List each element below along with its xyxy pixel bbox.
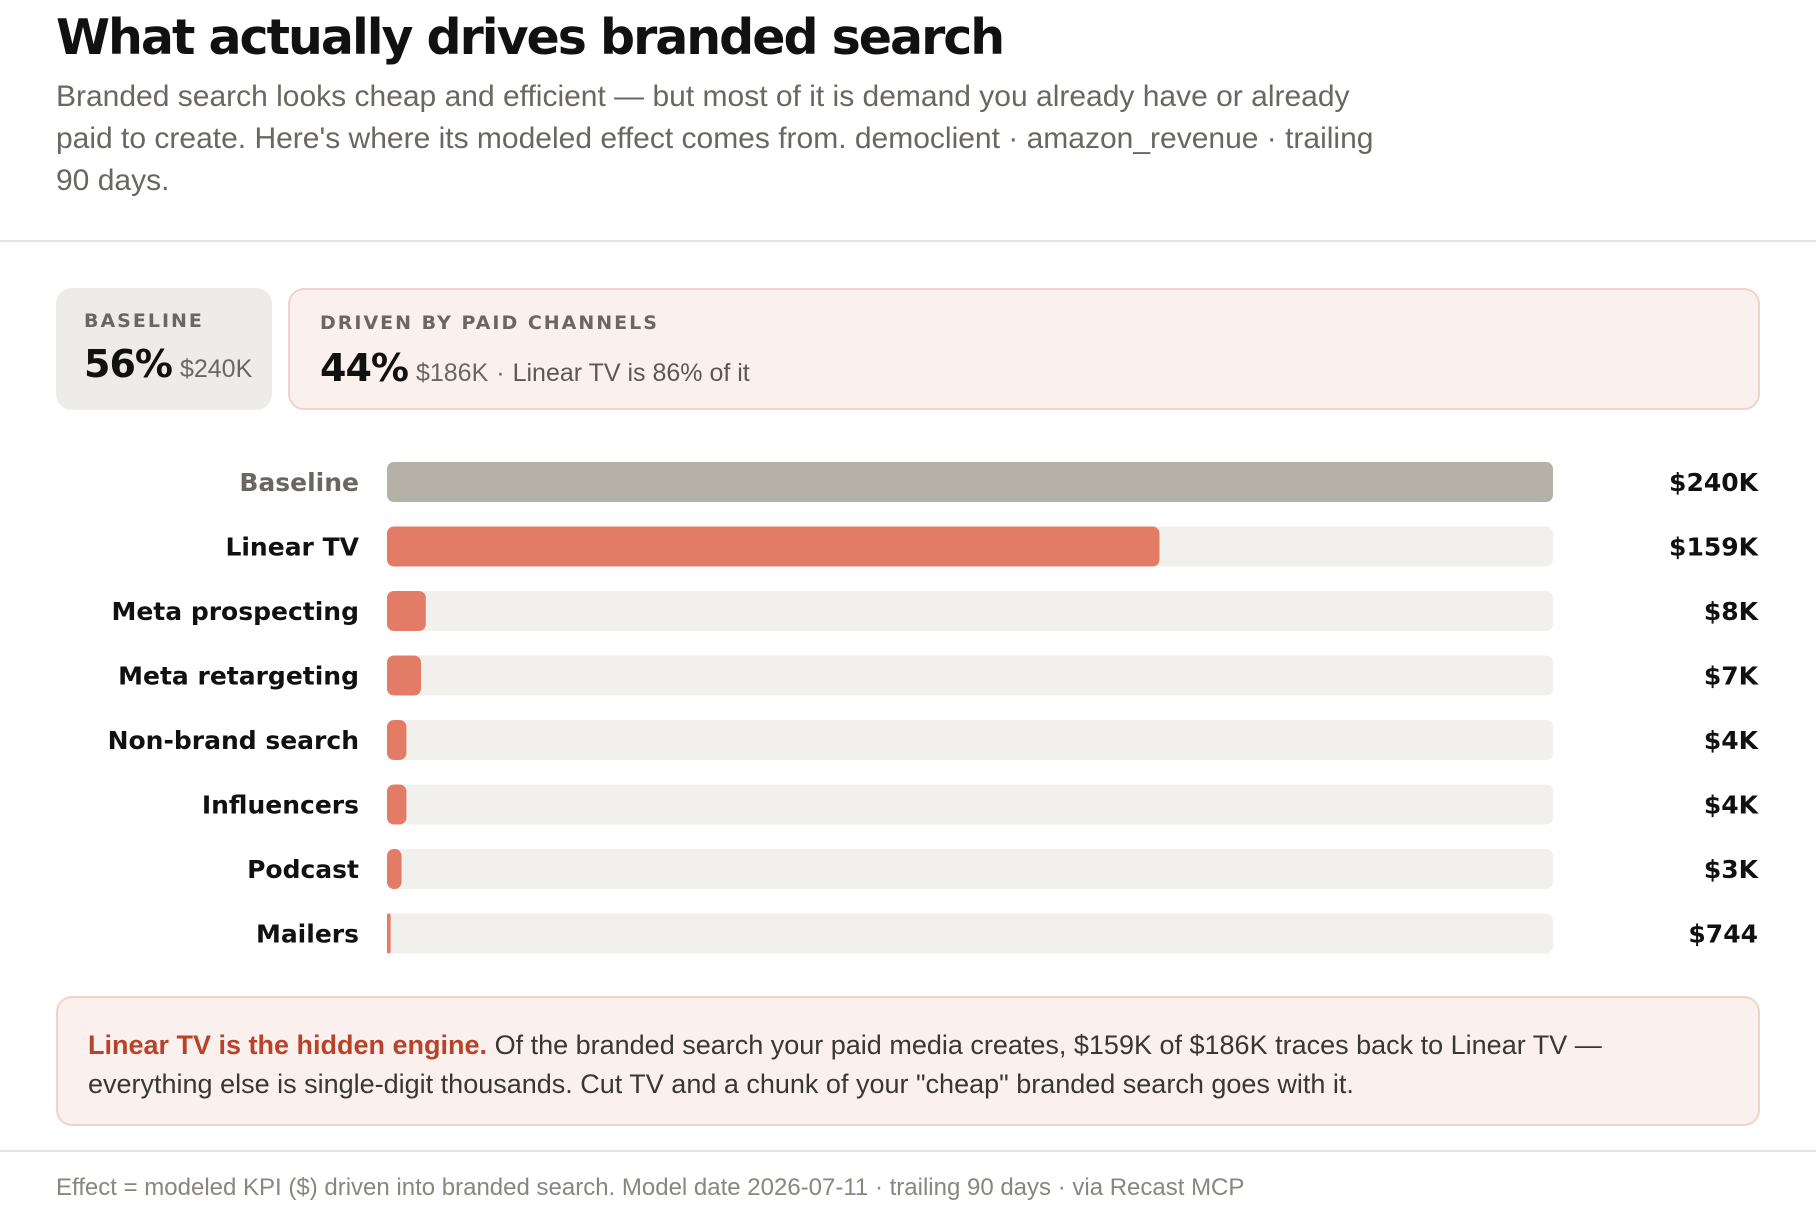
bar-non-brand-search	[387, 720, 407, 760]
category-label-podcast: Podcast	[247, 855, 359, 884]
header-divider	[0, 240, 1816, 242]
bar-influencers	[387, 784, 407, 825]
category-label-baseline: Baseline	[239, 468, 359, 497]
bar-podcast	[387, 849, 402, 889]
page-subtitle: Branded search looks cheap and efficient…	[56, 80, 1374, 197]
bar-meta-prospecting	[387, 591, 426, 631]
value-label-baseline: $240K	[1669, 468, 1760, 497]
category-label-linear-tv: Linear TV	[225, 533, 359, 562]
paid-note: Linear TV is 86% of it	[512, 359, 750, 387]
bar-track-meta-retargeting	[387, 655, 1553, 696]
paid-card-values: 44% $186K · Linear TV is 86% of it	[320, 346, 750, 390]
category-label-meta-prospecting: Meta prospecting	[111, 597, 359, 626]
value-label-meta-retargeting: $7K	[1704, 662, 1760, 691]
paid-channels-card: DRIVEN BY PAID CHANNELS 44% $186K · Linear …	[288, 288, 1760, 410]
value-label-non-brand-search: $4K	[1704, 726, 1760, 755]
callout-text: Of the branded search your paid media cr…	[88, 1030, 1602, 1099]
paid-card-label: DRIVEN BY PAID CHANNELS	[320, 312, 659, 334]
category-label-mailers: Mailers	[256, 920, 359, 949]
paid-amount: $186K	[415, 359, 489, 387]
bar-mailers	[387, 913, 391, 954]
baseline-pct: 56%	[84, 342, 173, 386]
bar-linear-tv	[387, 526, 1160, 567]
bar-meta-retargeting	[387, 655, 422, 696]
paid-pct: 44%	[320, 346, 409, 390]
bar-track-podcast	[387, 849, 1553, 889]
bar-track-meta-prospecting	[387, 591, 1553, 631]
category-label-meta-retargeting: Meta retargeting	[118, 662, 359, 691]
footer-divider	[0, 1150, 1816, 1152]
callout-headline: Linear TV is the hidden engine.	[88, 1030, 488, 1060]
footer-note: Effect = modeled KPI ($) driven into bra…	[56, 1174, 1245, 1201]
baseline-card: BASELINE 56% $240K	[56, 288, 272, 410]
category-label-influencers: Influencers	[202, 791, 359, 820]
baseline-card-label: BASELINE	[84, 310, 204, 332]
bar-baseline	[387, 462, 1553, 502]
value-label-influencers: $4K	[1704, 791, 1760, 820]
value-label-meta-prospecting: $8K	[1704, 597, 1760, 626]
value-label-mailers: $744	[1688, 920, 1758, 949]
insight-callout: Linear TV is the hidden engine. Of the b…	[56, 996, 1760, 1126]
bar-track-influencers	[387, 784, 1553, 825]
value-label-podcast: $3K	[1704, 855, 1760, 884]
paid-separator: ·	[496, 359, 505, 387]
bar-track-mailers	[387, 913, 1553, 954]
baseline-amount: $240K	[179, 355, 253, 383]
channel-effect-bar-chart: Baseline $240K Linear TV $159K Meta prospect…	[108, 462, 1760, 954]
value-label-linear-tv: $159K	[1669, 533, 1760, 562]
page-title: What actually drives branded search	[56, 9, 1005, 66]
bar-track-non-brand-search	[387, 720, 1553, 760]
baseline-card-values: 56% $240K	[84, 342, 252, 386]
category-label-non-brand-search: Non-brand search	[108, 726, 359, 755]
